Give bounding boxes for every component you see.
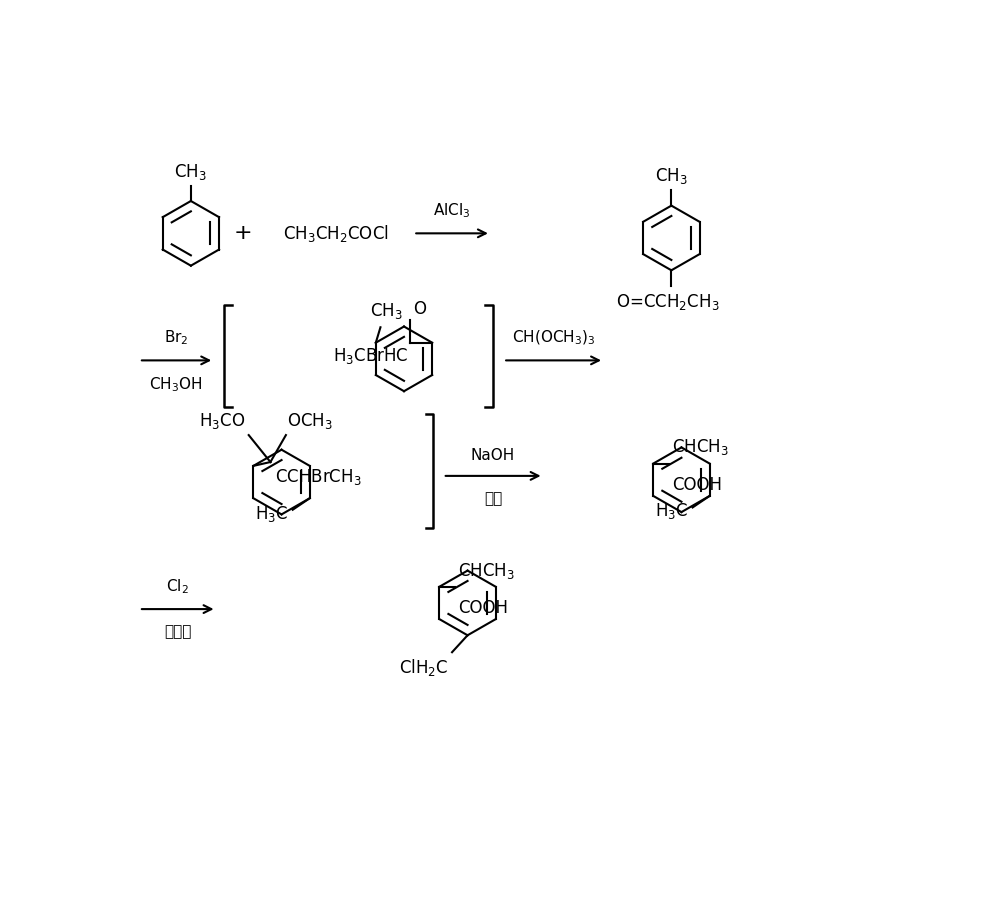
- Text: ClH$_2$C: ClH$_2$C: [399, 657, 448, 678]
- Text: CH$_3$: CH$_3$: [370, 301, 403, 321]
- Text: O=CCH$_2$CH$_3$: O=CCH$_2$CH$_3$: [616, 291, 719, 312]
- Text: CCHBrCH$_3$: CCHBrCH$_3$: [275, 467, 362, 487]
- Text: Br$_2$: Br$_2$: [164, 329, 188, 348]
- Text: H$_3$CBrHC: H$_3$CBrHC: [333, 346, 409, 366]
- Text: 石油醚: 石油醚: [164, 624, 191, 639]
- Text: CHCH$_3$: CHCH$_3$: [458, 560, 515, 581]
- Text: OCH$_3$: OCH$_3$: [287, 411, 333, 431]
- Text: AlCl$_3$: AlCl$_3$: [433, 202, 471, 220]
- Text: Cl$_2$: Cl$_2$: [166, 577, 189, 596]
- Text: CH$_3$CH$_2$COCl: CH$_3$CH$_2$COCl: [283, 223, 389, 243]
- Text: COOH: COOH: [672, 476, 722, 494]
- Text: +: +: [233, 224, 252, 243]
- Text: CH$_3$: CH$_3$: [655, 167, 688, 186]
- Text: 水解: 水解: [484, 491, 502, 506]
- Text: CHCH$_3$: CHCH$_3$: [672, 437, 729, 457]
- Text: CH(OCH$_3$)$_3$: CH(OCH$_3$)$_3$: [512, 329, 595, 348]
- Text: CH$_3$: CH$_3$: [174, 162, 207, 182]
- Text: NaOH: NaOH: [471, 448, 515, 462]
- Text: CH$_3$OH: CH$_3$OH: [149, 375, 203, 394]
- Text: COOH: COOH: [458, 599, 508, 617]
- Text: H$_3$C: H$_3$C: [255, 503, 288, 524]
- Text: H$_3$C: H$_3$C: [655, 501, 688, 521]
- Text: H$_3$CO: H$_3$CO: [199, 411, 246, 431]
- Text: O: O: [414, 300, 427, 318]
